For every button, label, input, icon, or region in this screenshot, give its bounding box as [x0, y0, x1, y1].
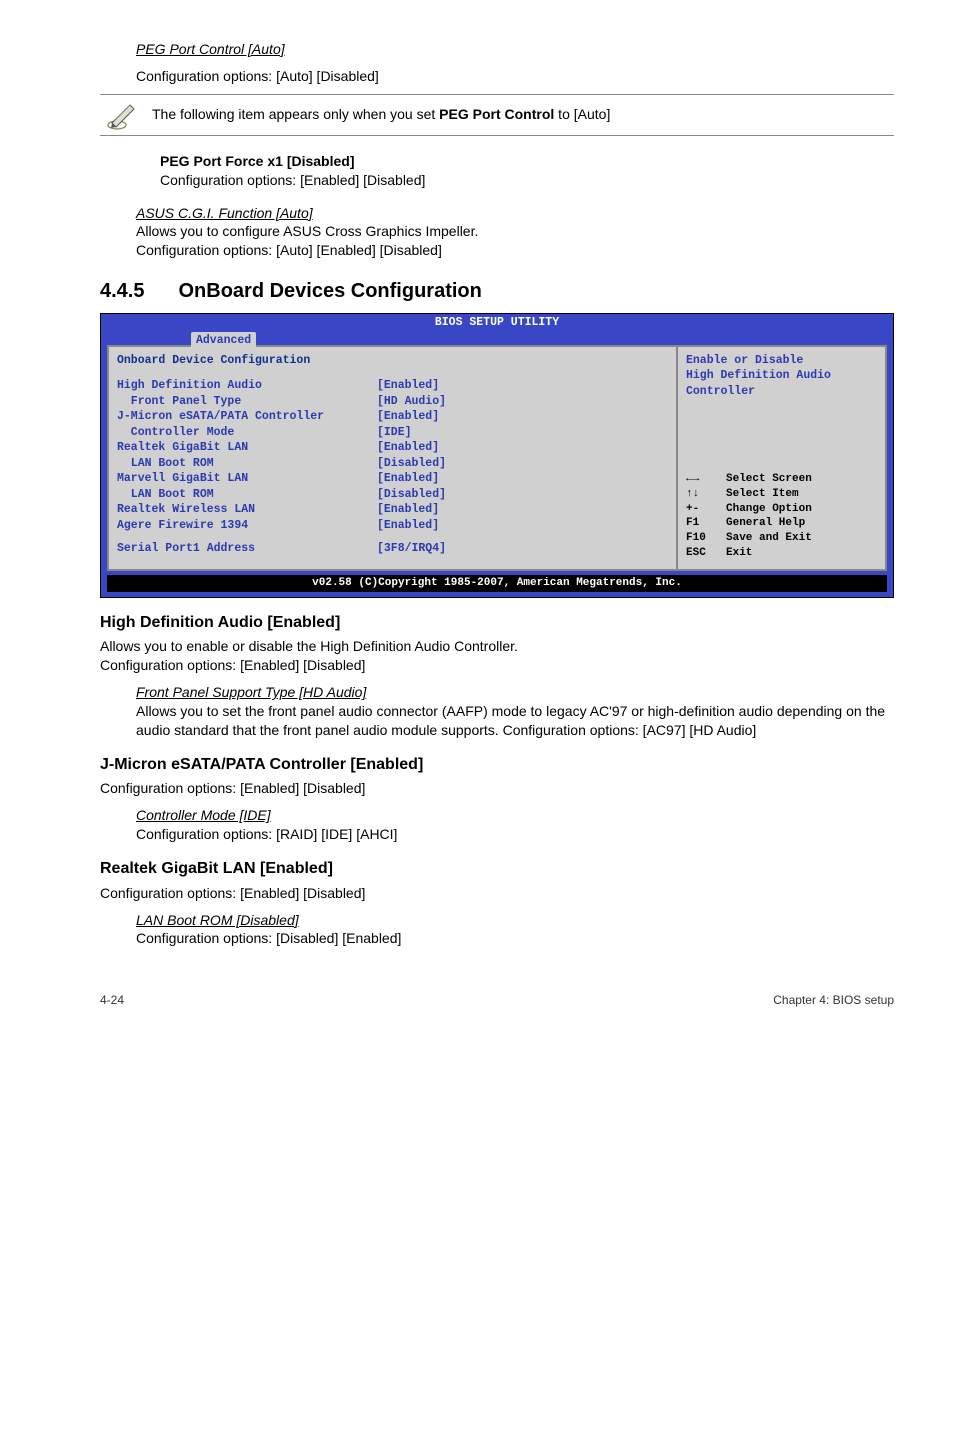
- bios-config-value: [HD Audio]: [377, 394, 668, 410]
- peg-force-text: Configuration options: [Enabled] [Disabl…: [160, 171, 894, 190]
- bios-key-text: General Help: [726, 516, 805, 531]
- bios-config-row: LAN Boot ROM[Disabled]: [117, 456, 668, 472]
- bios-serial-value: [3F8/IRQ4]: [377, 541, 668, 557]
- bios-key: F10: [686, 531, 726, 546]
- bios-key-row: ↑↓Select Item: [686, 487, 877, 502]
- bios-config-label: LAN Boot ROM: [117, 487, 377, 503]
- bios-config-row: J-Micron eSATA/PATA Controller[Enabled]: [117, 409, 668, 425]
- bios-key-text: Change Option: [726, 502, 812, 517]
- controller-mode-body: Configuration options: [RAID] [IDE] [AHC…: [136, 825, 894, 844]
- realtek-title: Realtek GigaBit LAN [Enabled]: [100, 858, 894, 880]
- bios-config-label: High Definition Audio: [117, 378, 377, 394]
- bios-config-row: Agere Firewire 1394[Enabled]: [117, 518, 668, 534]
- bios-config-label: LAN Boot ROM: [117, 456, 377, 472]
- bios-key-text: Select Item: [726, 487, 799, 502]
- realtek-line: Configuration options: [Enabled] [Disabl…: [100, 884, 894, 903]
- note-row: The following item appears only when you…: [100, 94, 894, 136]
- bios-key: ↑↓: [686, 487, 726, 502]
- asus-cgi-title: ASUS C.G.I. Function [Auto]: [136, 204, 894, 223]
- bios-config-row: Realtek Wireless LAN[Enabled]: [117, 502, 668, 518]
- bios-key: +-: [686, 502, 726, 517]
- note-prefix: The following item appears only when you…: [152, 106, 439, 122]
- bios-help-1: Enable or Disable: [686, 353, 877, 369]
- bios-keys: ←→Select Screen↑↓Select Item+-Change Opt…: [686, 472, 877, 561]
- bios-config-label: Controller Mode: [117, 425, 377, 441]
- asus-cgi-line2: Configuration options: [Auto] [Enabled] …: [136, 241, 894, 260]
- note-suffix: to [Auto]: [554, 106, 610, 122]
- controller-mode-title: Controller Mode [IDE]: [136, 806, 894, 825]
- bios-key-text: Save and Exit: [726, 531, 812, 546]
- jmicron-title: J-Micron eSATA/PATA Controller [Enabled]: [100, 754, 894, 776]
- bios-config-value: [Disabled]: [377, 456, 668, 472]
- hda-line1: Allows you to enable or disable the High…: [100, 637, 894, 656]
- section-heading: 4.4.5 OnBoard Devices Configuration: [100, 278, 894, 305]
- bios-config-value: [Enabled]: [377, 471, 668, 487]
- section-number: 4.4.5: [100, 278, 144, 305]
- bios-config-label: J-Micron eSATA/PATA Controller: [117, 409, 377, 425]
- bios-config-row: LAN Boot ROM[Disabled]: [117, 487, 668, 503]
- bios-config-label: Front Panel Type: [117, 394, 377, 410]
- page-number: 4-24: [100, 992, 124, 1008]
- jmicron-line: Configuration options: [Enabled] [Disabl…: [100, 779, 894, 798]
- bios-config-label: Realtek Wireless LAN: [117, 502, 377, 518]
- bios-config-value: [Enabled]: [377, 409, 668, 425]
- hda-title: High Definition Audio [Enabled]: [100, 612, 894, 634]
- bios-config-row: High Definition Audio[Enabled]: [117, 378, 668, 394]
- bios-config-value: [IDE]: [377, 425, 668, 441]
- bios-key-text: Select Screen: [726, 472, 812, 487]
- bios-key-row: F1General Help: [686, 516, 877, 531]
- bios-footer: v02.58 (C)Copyright 1985-2007, American …: [107, 575, 887, 592]
- asus-cgi-line1: Allows you to configure ASUS Cross Graph…: [136, 222, 894, 241]
- bios-key-row: ESCExit: [686, 546, 877, 561]
- bios-key: ESC: [686, 546, 726, 561]
- bios-config-value: [Enabled]: [377, 440, 668, 456]
- bios-config-row: Marvell GigaBit LAN[Enabled]: [117, 471, 668, 487]
- bios-config-value: [Enabled]: [377, 378, 668, 394]
- bios-key-row: +-Change Option: [686, 502, 877, 517]
- bios-config-row: Controller Mode[IDE]: [117, 425, 668, 441]
- lan-boot-rom-title: LAN Boot ROM [Disabled]: [136, 911, 894, 930]
- bios-config-value: [Enabled]: [377, 502, 668, 518]
- bios-config-row: Realtek GigaBit LAN[Enabled]: [117, 440, 668, 456]
- bios-key: F1: [686, 516, 726, 531]
- peg-port-control-text: Configuration options: [Auto] [Disabled]: [136, 67, 894, 86]
- page-chapter: Chapter 4: BIOS setup: [773, 992, 894, 1008]
- bios-tab-advanced: Advanced: [191, 332, 256, 349]
- front-panel-title: Front Panel Support Type [HD Audio]: [136, 683, 894, 702]
- bios-right-panel: Enable or Disable High Definition Audio …: [677, 345, 887, 571]
- bios-config-label: Agere Firewire 1394: [117, 518, 377, 534]
- bios-help-2: High Definition Audio: [686, 368, 877, 384]
- bios-tab-row: Advanced: [101, 331, 893, 345]
- note-text: The following item appears only when you…: [148, 99, 894, 130]
- bios-config-label: Marvell GigaBit LAN: [117, 471, 377, 487]
- page-footer: 4-24 Chapter 4: BIOS setup: [100, 992, 894, 1008]
- bios-key-row: F10Save and Exit: [686, 531, 877, 546]
- lan-boot-rom-body: Configuration options: [Disabled] [Enabl…: [136, 929, 894, 948]
- pencil-icon: [100, 99, 148, 131]
- bios-help-3: Controller: [686, 384, 877, 400]
- bios-left-panel: Onboard Device Configuration High Defini…: [107, 345, 677, 571]
- bios-screenshot: BIOS SETUP UTILITY Advanced Onboard Devi…: [100, 313, 894, 598]
- peg-force-title: PEG Port Force x1 [Disabled]: [160, 153, 355, 169]
- front-panel-body: Allows you to set the front panel audio …: [136, 702, 894, 740]
- bios-config-value: [Disabled]: [377, 487, 668, 503]
- hda-line2: Configuration options: [Enabled] [Disabl…: [100, 656, 894, 675]
- bios-serial-label: Serial Port1 Address: [117, 541, 377, 557]
- bios-config-label: Realtek GigaBit LAN: [117, 440, 377, 456]
- peg-port-control-title: PEG Port Control [Auto]: [136, 40, 894, 59]
- bios-key-row: ←→Select Screen: [686, 472, 877, 487]
- bios-panel-heading: Onboard Device Configuration: [117, 353, 668, 369]
- note-bold: PEG Port Control: [439, 106, 554, 122]
- bios-key: ←→: [686, 472, 726, 487]
- bios-title: BIOS SETUP UTILITY: [101, 314, 893, 331]
- bios-key-text: Exit: [726, 546, 752, 561]
- bios-config-value: [Enabled]: [377, 518, 668, 534]
- section-title: OnBoard Devices Configuration: [178, 278, 481, 305]
- bios-config-row: Front Panel Type[HD Audio]: [117, 394, 668, 410]
